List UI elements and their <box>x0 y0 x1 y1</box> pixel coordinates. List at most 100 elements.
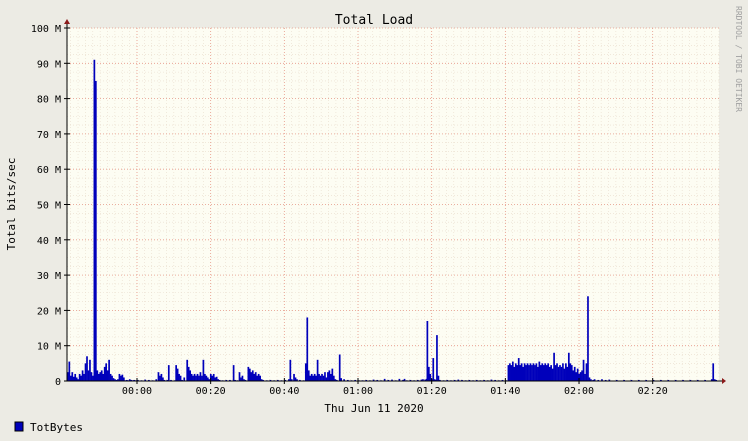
data-bar <box>254 372 257 381</box>
data-bar <box>710 379 713 381</box>
data-bar <box>545 365 548 381</box>
data-bar <box>179 375 182 381</box>
data-bar <box>133 379 136 381</box>
data-bar <box>535 363 538 381</box>
data-bar <box>209 373 212 381</box>
data-bar <box>93 59 96 382</box>
data-bar <box>299 379 301 381</box>
data-bar <box>537 366 539 381</box>
data-bar <box>541 363 544 381</box>
data-bar <box>422 379 424 381</box>
data-bar <box>284 379 287 381</box>
data-bar <box>159 375 161 381</box>
data-bar <box>260 379 263 381</box>
data-bar <box>96 370 99 381</box>
data-bar <box>170 379 172 381</box>
data-bar <box>97 373 100 381</box>
data-bar <box>322 375 325 381</box>
data-bar <box>335 379 338 381</box>
data-bar <box>318 373 320 381</box>
data-bar <box>490 379 493 381</box>
data-bar <box>106 370 109 381</box>
data-bar <box>429 373 432 381</box>
data-bar <box>439 379 441 381</box>
data-bar <box>193 373 196 381</box>
y-tick-label: 30 M <box>37 271 61 282</box>
data-bar <box>162 377 164 381</box>
data-bar <box>315 375 317 381</box>
data-bar <box>214 377 217 381</box>
data-bar <box>542 365 545 381</box>
data-bar <box>130 379 133 381</box>
data-bar <box>325 377 328 381</box>
data-bar <box>581 370 583 381</box>
y-tick-label: 90 M <box>37 59 61 70</box>
data-bar <box>99 372 102 381</box>
data-bar <box>553 352 555 381</box>
data-bar <box>155 379 158 381</box>
axes <box>64 19 726 384</box>
data-bar <box>578 373 580 381</box>
data-bar <box>321 373 323 381</box>
data-bar <box>560 366 563 381</box>
data-bar <box>289 359 292 381</box>
data-bar <box>420 379 423 381</box>
data-bar <box>436 335 438 381</box>
data-bar <box>689 379 692 381</box>
data-bar <box>244 379 247 381</box>
data-bar <box>433 379 436 381</box>
y-tick-label: 70 M <box>37 130 61 141</box>
data-bar <box>114 379 116 381</box>
data-bar <box>192 375 194 381</box>
data-bar <box>103 366 106 381</box>
data-bar <box>248 368 251 381</box>
data-bar <box>307 370 310 381</box>
y-tick-label: 20 M <box>37 306 61 317</box>
data-bar <box>340 378 343 381</box>
data-bar <box>109 373 112 381</box>
data-bar <box>582 359 585 381</box>
data-bar <box>86 356 88 381</box>
x-tick-label: 01:20 <box>417 386 447 397</box>
data-bar <box>313 373 316 381</box>
y-tick-label: 60 M <box>37 165 61 176</box>
data-bar <box>376 379 379 381</box>
y-tick-label: 10 M <box>37 342 61 353</box>
data-bar <box>187 366 190 381</box>
data-bar <box>409 379 412 381</box>
data-bar <box>539 365 542 381</box>
x-axis-arrow-icon <box>722 378 726 384</box>
data-bar <box>468 379 471 381</box>
data-bar <box>181 379 183 381</box>
data-bar <box>573 366 576 381</box>
data-bar <box>68 361 71 381</box>
x-tick-label: 01:00 <box>343 386 373 397</box>
data-bar <box>660 379 662 381</box>
data-bar <box>576 368 579 381</box>
data-bar <box>334 379 337 381</box>
data-bar <box>525 365 527 381</box>
data-bar <box>148 379 150 381</box>
y-tick-labels: 0 10 M 20 M 30 M 40 M 50 M 60 M 70 M 80 M 90 M 100… <box>31 24 70 388</box>
data-bar <box>175 365 177 381</box>
data-bar <box>183 377 186 381</box>
data-bar <box>204 373 206 381</box>
data-bar <box>247 366 250 381</box>
data-bar <box>592 379 594 381</box>
data-bar <box>69 375 72 381</box>
data-bar <box>538 361 541 381</box>
data-bar <box>306 317 309 381</box>
data-bar <box>229 379 231 381</box>
data-bar <box>579 372 582 381</box>
data-bar <box>516 365 519 381</box>
data-bar <box>111 375 113 381</box>
data-bar <box>514 363 517 381</box>
data-bar <box>166 379 169 381</box>
data-bar <box>391 379 393 381</box>
data-bar <box>354 379 357 381</box>
data-bar <box>556 363 558 381</box>
data-bar <box>290 379 293 381</box>
data-bar <box>510 365 513 381</box>
data-bar <box>343 379 345 381</box>
data-bar <box>259 375 261 381</box>
